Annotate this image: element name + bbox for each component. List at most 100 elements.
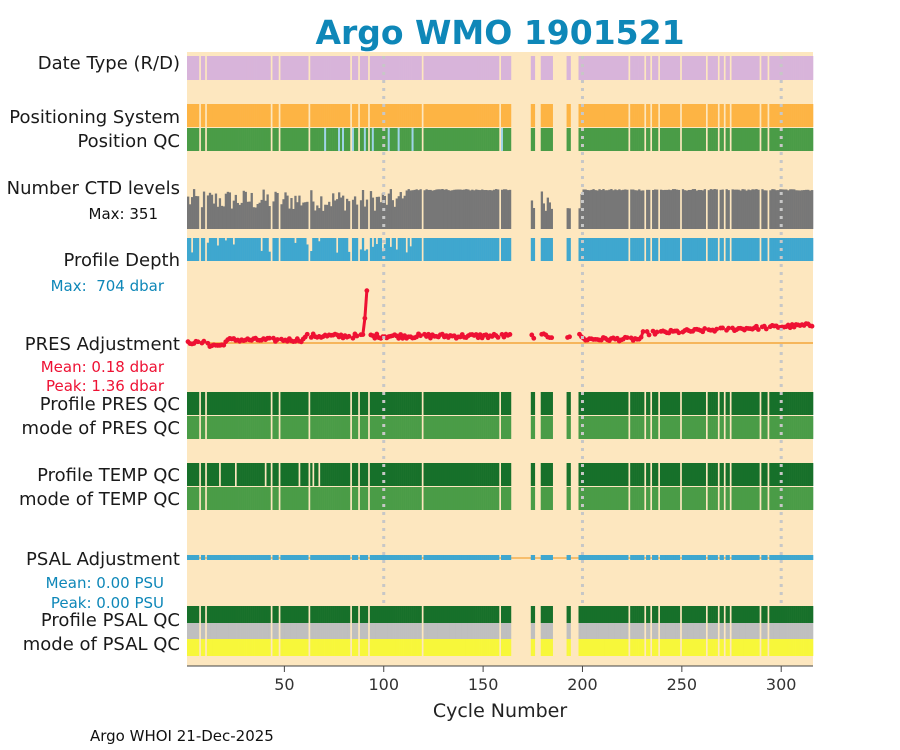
profile-psal-qc-row-cell <box>763 606 766 623</box>
psal-adjustment-point <box>280 555 283 560</box>
profile-pres-qc-row-cell <box>246 392 249 415</box>
mode-temp-qc-row-cell <box>606 487 609 510</box>
date-type-row-cell <box>532 56 536 80</box>
mode-pres-qc-row-cell <box>489 416 492 439</box>
profile-pres-qc-row-cell <box>210 392 214 415</box>
mode-pres-qc-row-cell <box>691 416 695 439</box>
position-qc-row-cell <box>636 128 639 151</box>
label-date-type: Date Type (R/D) <box>38 53 180 74</box>
date-type-row-cell <box>765 56 768 80</box>
mode-temp-qc-row-cell <box>187 487 190 510</box>
position-qc-row-cell <box>391 128 394 151</box>
mode-temp-qc-row-cell <box>616 487 619 510</box>
mode-pres-qc-row-cell <box>425 416 428 439</box>
ctd-level-bar <box>359 200 363 229</box>
mode-psal-qc-row-cell <box>640 623 643 639</box>
profile-depth-bar <box>266 238 269 261</box>
profile-psal-qc-row-cell <box>294 606 297 623</box>
ctd-level-bar <box>351 199 355 229</box>
profile-pres-qc-row-cell <box>632 392 635 415</box>
positioning-system-row-cell <box>580 104 583 127</box>
date-type-row-cell <box>475 56 478 80</box>
psal-adjustment-point <box>385 555 389 560</box>
mode-temp-qc-row-cell <box>797 487 800 510</box>
psal-adjustment-point <box>580 555 583 560</box>
psal-adjustment-point <box>467 555 470 560</box>
psal-adjustment-point <box>616 555 619 560</box>
position-qc-row-cell <box>477 128 480 151</box>
profile-psal-qc-row-cell <box>548 606 551 623</box>
date-type-row-cell <box>194 56 198 80</box>
profile-depth-bar <box>586 238 589 261</box>
date-type-row-cell <box>620 56 623 80</box>
ctd-level-bar <box>322 210 325 229</box>
pres-adjustment-point <box>495 334 501 340</box>
profile-psal-qc-row-cell <box>206 606 210 623</box>
mode-temp-qc-row-cell <box>266 487 269 510</box>
profile-depth-bar <box>393 238 396 261</box>
mode-psal-qc-row-cell <box>355 623 359 639</box>
mode-psal-qc-row-cell <box>431 623 434 639</box>
positioning-system-row-cell <box>365 104 369 127</box>
mode-psal-qc-secondary-row-cell <box>222 639 226 656</box>
ctd-level-bar <box>461 189 464 229</box>
mode-psal-qc-row-cell <box>469 623 472 639</box>
profile-temp-qc-row-cell <box>469 463 472 486</box>
positioning-system-row-cell <box>443 104 446 127</box>
ctd-level-bar <box>296 202 299 229</box>
profile-depth-bar <box>387 238 391 261</box>
profile-pres-qc-row-cell <box>391 392 394 415</box>
mode-pres-qc-row-cell <box>208 416 212 439</box>
profile-temp-qc-row-cell <box>208 463 212 486</box>
profile-psal-qc-row-cell <box>745 606 748 623</box>
positioning-system-row-cell <box>497 104 500 127</box>
mode-temp-qc-row-cell <box>659 487 663 510</box>
profile-pres-qc-row-cell <box>296 392 299 415</box>
mode-psal-qc-row-cell <box>765 623 768 639</box>
mode-pres-qc-row-cell <box>214 416 218 439</box>
psal-adjustment-point <box>667 555 671 560</box>
profile-psal-qc-row-cell <box>600 606 603 623</box>
psal-adjustment-point <box>665 555 669 560</box>
psal-adjustment-point <box>542 555 546 560</box>
date-type-row-cell <box>353 56 357 80</box>
profile-pres-qc-row-cell <box>437 392 440 415</box>
ctd-level-bar <box>506 190 510 229</box>
profile-depth-bar <box>391 238 394 261</box>
profile-pres-qc-row-cell <box>409 392 412 415</box>
mode-pres-qc-row-cell <box>675 416 679 439</box>
profile-temp-qc-row-cell <box>502 463 506 486</box>
profile-psal-qc-row-cell <box>610 606 613 623</box>
profile-pres-qc-row-cell <box>379 392 383 415</box>
psal-adjustment-point <box>604 555 607 560</box>
psal-adjustment-point <box>622 555 625 560</box>
profile-pres-qc-row-cell <box>266 392 269 415</box>
positioning-system-row-cell <box>495 104 498 127</box>
profile-pres-qc-row-cell <box>413 392 416 415</box>
pres-adjustment-point <box>418 333 423 339</box>
profile-temp-qc-row-cell <box>254 463 257 486</box>
ctd-level-bar <box>371 197 375 229</box>
mode-pres-qc-row-cell <box>465 416 468 439</box>
profile-temp-qc-row-cell <box>342 463 345 486</box>
mode-pres-qc-row-cell <box>345 416 349 439</box>
mode-psal-qc-secondary-row-cell <box>487 639 490 656</box>
positioning-system-row-cell <box>411 104 414 127</box>
profile-temp-qc-row-cell <box>371 463 375 486</box>
chart-title: Argo WMO 1901521 <box>315 13 684 52</box>
position-qc-row-cell <box>797 128 800 151</box>
profile-psal-qc-row-cell <box>347 606 351 623</box>
mode-psal-qc-secondary-row-cell <box>373 639 377 656</box>
profile-psal-qc-row-cell <box>449 606 452 623</box>
profile-psal-qc-row-cell <box>355 606 359 623</box>
profile-temp-qc-row-cell <box>707 463 710 486</box>
profile-pres-qc-row-cell <box>588 392 591 415</box>
position-qc-row-cell <box>743 128 746 151</box>
profile-temp-qc-row-cell <box>568 463 571 486</box>
mode-pres-qc-row-cell <box>471 416 474 439</box>
mode-pres-qc-row-cell <box>220 416 224 439</box>
profile-depth-bar <box>691 238 695 261</box>
ctd-level-bar <box>423 190 426 229</box>
profile-pres-qc-row-cell <box>783 392 786 415</box>
ctd-level-bar <box>304 202 307 229</box>
